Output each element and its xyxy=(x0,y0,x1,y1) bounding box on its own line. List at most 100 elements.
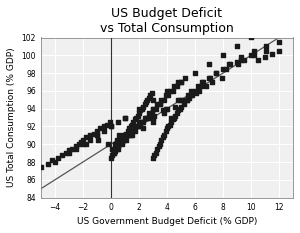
Point xyxy=(46,162,50,166)
Point xyxy=(158,102,162,106)
Point xyxy=(178,80,183,84)
Point xyxy=(107,120,112,124)
Point xyxy=(67,149,71,152)
Point xyxy=(207,76,212,79)
Point xyxy=(163,93,168,97)
Point xyxy=(121,134,126,137)
Point xyxy=(173,105,178,109)
Point xyxy=(162,134,167,137)
Point xyxy=(158,142,162,146)
Point xyxy=(165,89,170,93)
Point xyxy=(174,111,179,115)
Point xyxy=(96,138,101,142)
Point xyxy=(153,151,158,155)
Point xyxy=(131,120,136,124)
Point xyxy=(136,111,141,115)
Point xyxy=(130,129,134,133)
Point xyxy=(101,125,106,128)
Point xyxy=(67,151,71,155)
X-axis label: US Government Budget Deficit (% GDP): US Government Budget Deficit (% GDP) xyxy=(77,217,257,226)
Point xyxy=(256,58,260,62)
Point xyxy=(182,102,186,106)
Point xyxy=(209,80,214,84)
Point xyxy=(163,107,168,110)
Point xyxy=(38,165,43,168)
Point xyxy=(148,93,152,97)
Point xyxy=(131,126,136,130)
Point xyxy=(197,89,202,93)
Point xyxy=(220,67,225,71)
Point xyxy=(122,134,127,137)
Point xyxy=(69,147,74,151)
Point xyxy=(187,96,192,100)
Point xyxy=(113,142,118,146)
Point xyxy=(130,129,134,133)
Point xyxy=(155,147,160,151)
Point xyxy=(117,142,122,146)
Point xyxy=(159,138,164,142)
Point xyxy=(200,80,204,84)
Point xyxy=(165,107,170,110)
Point xyxy=(219,76,224,79)
Point xyxy=(139,107,144,110)
Point xyxy=(176,98,181,102)
Point xyxy=(170,117,175,121)
Point xyxy=(64,151,68,155)
Point xyxy=(176,109,181,112)
Point xyxy=(130,134,134,137)
Point xyxy=(106,142,110,146)
Point xyxy=(224,67,228,71)
Point xyxy=(118,141,123,144)
Point xyxy=(125,134,130,137)
Point xyxy=(135,114,140,118)
Point xyxy=(207,62,212,66)
Point xyxy=(116,147,120,151)
Point xyxy=(138,125,143,128)
Point xyxy=(79,141,84,144)
Point xyxy=(117,142,122,146)
Point xyxy=(156,144,161,148)
Point xyxy=(141,126,146,130)
Point xyxy=(128,125,133,128)
Point xyxy=(122,116,127,120)
Point xyxy=(183,76,188,79)
Point xyxy=(264,45,269,48)
Point xyxy=(184,98,189,102)
Point xyxy=(114,138,119,142)
Point xyxy=(174,85,179,88)
Point xyxy=(149,111,154,115)
Point xyxy=(176,80,181,84)
Point xyxy=(228,62,232,66)
Point xyxy=(50,158,55,162)
Point xyxy=(125,134,130,137)
Point xyxy=(128,134,133,137)
Point xyxy=(74,144,78,148)
Point xyxy=(180,98,185,102)
Point xyxy=(151,120,155,124)
Point xyxy=(270,52,274,55)
Point xyxy=(146,111,151,115)
Point xyxy=(130,123,134,127)
Point xyxy=(110,153,115,157)
Point xyxy=(120,142,124,146)
Point xyxy=(80,138,85,142)
Point xyxy=(177,107,182,110)
Point xyxy=(136,107,141,110)
Point xyxy=(116,144,120,148)
Point xyxy=(239,55,244,59)
Point xyxy=(169,116,174,120)
Point xyxy=(83,142,88,146)
Point xyxy=(121,135,126,139)
Point xyxy=(163,129,168,133)
Point xyxy=(151,107,155,110)
Point xyxy=(242,58,246,62)
Point xyxy=(172,116,176,120)
Point xyxy=(141,105,146,109)
Point xyxy=(172,85,176,88)
Point xyxy=(132,129,137,133)
Point xyxy=(204,85,208,88)
Point xyxy=(251,49,256,53)
Point xyxy=(235,45,239,48)
Point xyxy=(193,71,197,75)
Point xyxy=(134,116,139,120)
